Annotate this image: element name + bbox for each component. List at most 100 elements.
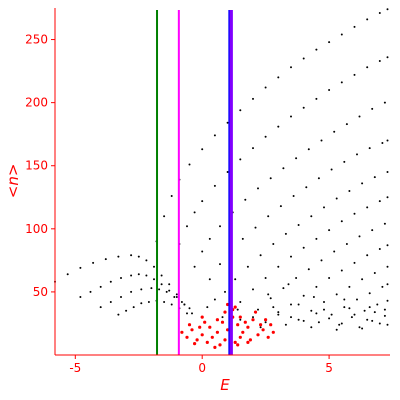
data-point	[340, 81, 343, 84]
data-point	[185, 335, 189, 339]
data-point	[191, 312, 193, 315]
data-point	[180, 301, 183, 303]
data-point	[187, 323, 192, 327]
data-point	[312, 296, 315, 298]
data-point	[213, 134, 216, 137]
data-point	[120, 277, 122, 279]
series-1	[180, 297, 275, 349]
data-point	[252, 97, 254, 100]
data-point	[323, 206, 325, 209]
data-point	[348, 285, 351, 288]
data-point	[269, 177, 272, 180]
data-point	[213, 345, 217, 349]
data-point	[315, 312, 318, 315]
data-point	[269, 323, 273, 327]
data-point	[243, 320, 247, 324]
data-point	[163, 301, 166, 303]
data-point	[160, 274, 163, 277]
data-point	[200, 315, 204, 319]
data-point	[383, 222, 386, 225]
data-point	[366, 318, 369, 321]
data-point	[264, 86, 267, 89]
data-point	[371, 229, 374, 232]
data-point	[333, 130, 336, 133]
data-point	[328, 229, 331, 232]
data-point	[168, 289, 171, 292]
data-point	[277, 76, 280, 79]
data-point	[315, 237, 318, 240]
data-point	[366, 206, 369, 209]
data-point	[297, 303, 300, 306]
data-point	[213, 298, 216, 301]
data-point	[200, 333, 204, 337]
data-point	[251, 318, 255, 322]
data-point	[330, 313, 333, 316]
data-point	[361, 182, 364, 185]
data-point	[366, 18, 369, 21]
data-point	[315, 97, 318, 100]
data-point	[165, 290, 168, 293]
data-point	[368, 306, 371, 309]
data-point	[297, 224, 300, 226]
data-point	[358, 235, 361, 238]
data-point	[236, 323, 240, 327]
data-point	[130, 274, 133, 277]
data-point	[320, 259, 323, 262]
data-point	[153, 265, 155, 268]
data-point	[109, 301, 112, 303]
data-point	[277, 313, 280, 316]
data-point	[89, 290, 92, 293]
data-point	[239, 301, 242, 303]
data-point	[238, 335, 242, 339]
data-point	[226, 171, 229, 173]
data-point	[186, 312, 188, 315]
data-point	[175, 296, 178, 298]
data-point	[264, 321, 267, 324]
data-point	[340, 220, 343, 223]
series-0	[54, 8, 389, 331]
data-point	[239, 109, 242, 112]
data-point	[261, 328, 265, 332]
data-point	[328, 41, 331, 44]
data-point	[317, 321, 320, 324]
data-point	[290, 303, 292, 306]
data-point	[356, 298, 358, 301]
data-point	[353, 25, 356, 28]
data-point	[188, 163, 191, 166]
data-point	[378, 12, 381, 14]
data-point	[104, 258, 107, 261]
data-point	[223, 338, 227, 342]
data-point	[378, 322, 381, 325]
data-point	[266, 335, 270, 339]
data-point	[220, 320, 225, 324]
data-point	[208, 278, 211, 281]
data-point	[353, 73, 356, 76]
data-point	[267, 293, 270, 296]
data-point	[297, 318, 300, 321]
data-point	[386, 244, 389, 247]
data-point	[361, 327, 364, 330]
data-point	[353, 261, 356, 264]
data-point	[193, 342, 197, 346]
data-point	[223, 310, 227, 314]
data-point	[386, 265, 389, 268]
data-point	[130, 254, 133, 257]
data-point	[117, 313, 120, 316]
data-point	[358, 115, 361, 118]
data-point	[241, 330, 245, 334]
data-point	[383, 314, 386, 317]
data-point	[323, 308, 325, 311]
data-point	[226, 121, 229, 124]
data-point	[175, 293, 178, 296]
data-point	[345, 243, 348, 245]
data-point	[257, 187, 259, 190]
data-point	[373, 176, 376, 179]
data-point	[254, 226, 257, 229]
data-point	[246, 340, 250, 344]
data-point	[317, 177, 320, 180]
data-point	[302, 294, 305, 297]
data-point	[170, 195, 173, 197]
data-point	[125, 309, 128, 312]
data-point	[302, 57, 305, 60]
x-axis-title: E	[220, 376, 230, 394]
